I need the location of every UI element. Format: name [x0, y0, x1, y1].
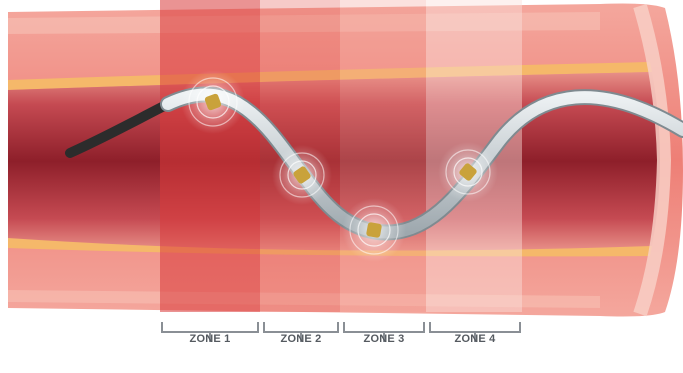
electrode-ring-icon: [438, 142, 498, 202]
electrode-ring-icon: [272, 145, 332, 205]
zone-bracket-2: [263, 322, 339, 342]
electrodes: [181, 70, 498, 262]
electrode-ring-icon: [181, 70, 245, 134]
zone-brackets: [161, 322, 521, 342]
catheter-tip: [65, 99, 173, 158]
zone-label-2: ZONE 2: [280, 333, 322, 345]
zone-band-1: [160, 0, 260, 312]
zone-label-4: ZONE 4: [454, 333, 496, 345]
vessel-upper-highlight: [8, 12, 600, 34]
zone-band-3: [340, 0, 426, 312]
electrode-ring-icon: [342, 198, 406, 262]
vessel-lower-highlight: [8, 290, 600, 308]
zone-overlays: [160, 0, 522, 312]
zone-bracket-4: [429, 322, 521, 342]
zone-bracket-1: [161, 322, 259, 342]
zone-label-1: ZONE 1: [189, 333, 231, 345]
zone-label-3: ZONE 3: [363, 333, 405, 345]
vessel-cut-edge: [633, 4, 672, 317]
zone-bracket-3: [343, 322, 425, 342]
